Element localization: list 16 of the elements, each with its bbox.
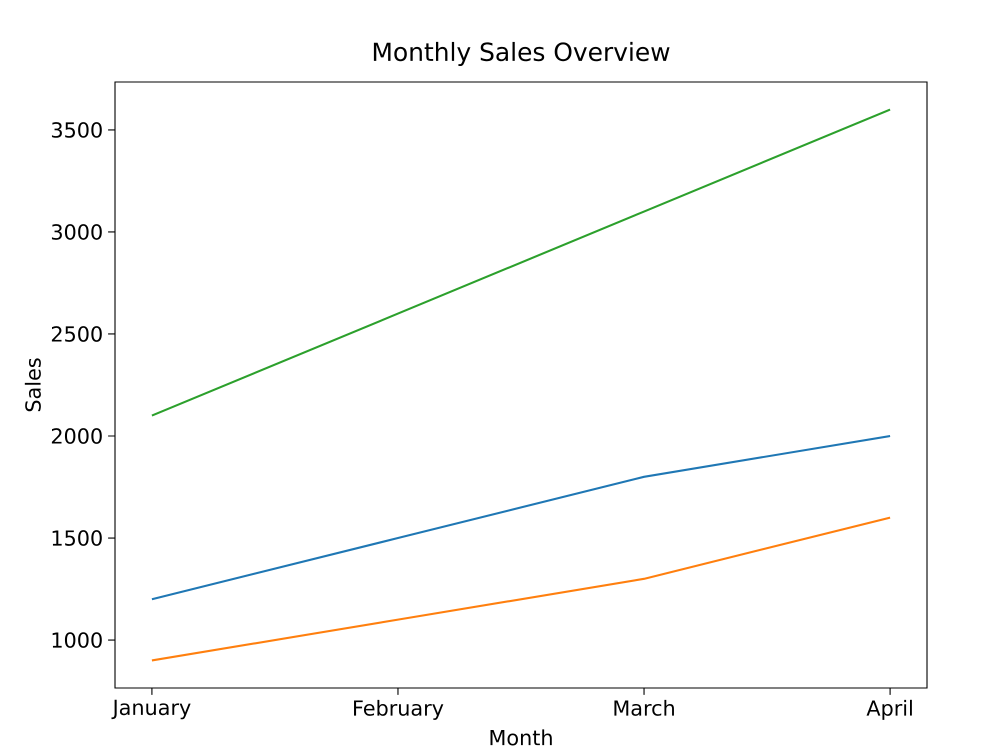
x-axis-title: Month — [490, 729, 552, 746]
y-tick-label: 1500 — [52, 530, 102, 546]
chart-title: Monthly Sales Overview — [374, 42, 670, 66]
x-tick-label: April — [866, 700, 912, 720]
y-tick-label: 1000 — [52, 632, 102, 648]
line-series — [150, 516, 892, 662]
x-tick-label: March — [614, 700, 674, 716]
y-axis-title: Sales — [24, 358, 41, 412]
y-tick-label: 2500 — [52, 326, 102, 342]
y-tick-label: 2000 — [52, 428, 102, 444]
x-tick-label: February — [354, 700, 444, 720]
y-tick-label: 3000 — [52, 224, 102, 240]
line-series — [150, 108, 892, 417]
y-tick-label: 3500 — [52, 122, 102, 138]
line-series — [150, 434, 892, 600]
x-tick-label: January — [112, 700, 191, 720]
